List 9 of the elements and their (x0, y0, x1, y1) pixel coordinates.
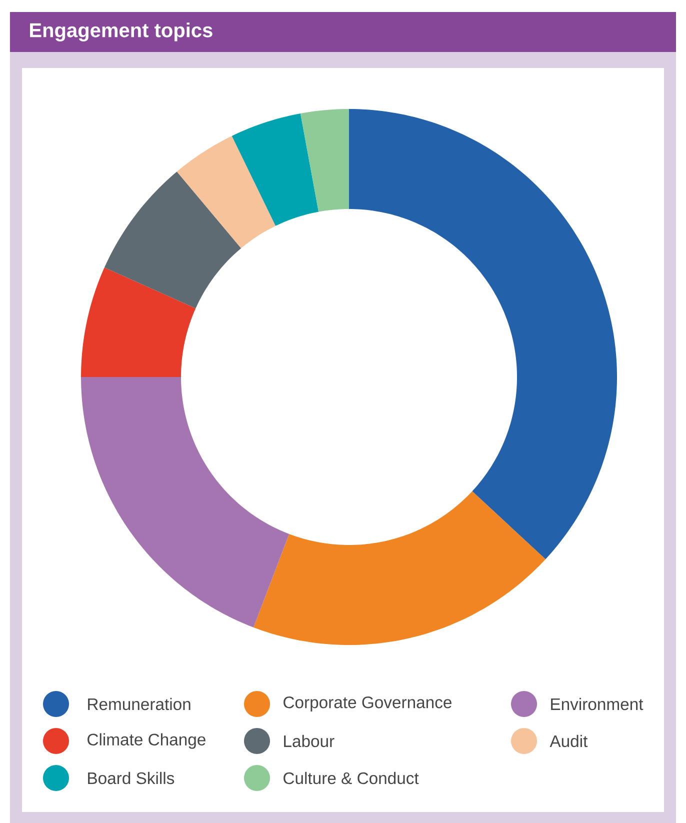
chart-title: Engagement topics (30, 22, 212, 42)
legend-label: Audit (550, 734, 588, 748)
legend-label: Corporate Governance (284, 696, 452, 712)
legend-label: Labour (284, 734, 334, 748)
legend-label: Environment (551, 698, 644, 710)
legend-label: Culture & Conduct (284, 772, 419, 784)
legend-label: Remuneration (88, 698, 190, 710)
legend-label: Climate Change (88, 733, 206, 749)
legend-label: Board Skills (88, 772, 174, 784)
